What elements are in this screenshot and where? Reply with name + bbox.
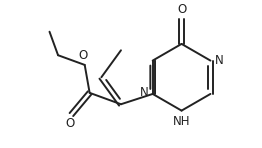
Text: O: O — [78, 49, 88, 62]
Text: O: O — [65, 117, 74, 130]
Text: N: N — [215, 54, 223, 67]
Text: N: N — [140, 86, 149, 99]
Text: NH: NH — [173, 115, 190, 128]
Text: O: O — [177, 3, 186, 16]
